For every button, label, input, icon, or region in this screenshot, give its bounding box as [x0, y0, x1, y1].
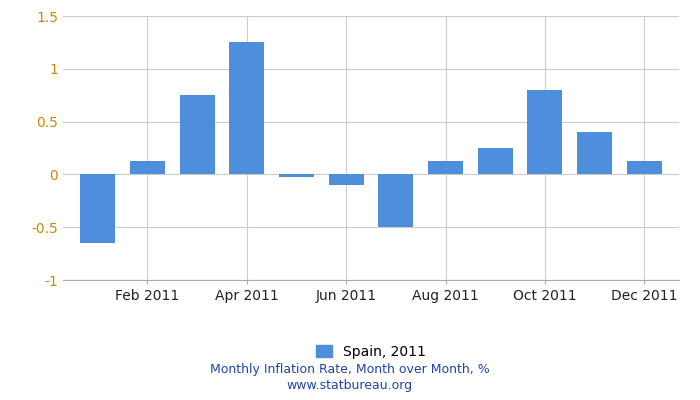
- Bar: [428, 161, 463, 174]
- Text: Monthly Inflation Rate, Month over Month, %: Monthly Inflation Rate, Month over Month…: [210, 364, 490, 376]
- Legend: Spain, 2011: Spain, 2011: [316, 345, 426, 359]
- Bar: [528, 90, 562, 174]
- Bar: [626, 161, 662, 174]
- Bar: [478, 148, 512, 174]
- Bar: [130, 161, 164, 174]
- Text: www.statbureau.org: www.statbureau.org: [287, 380, 413, 392]
- Bar: [80, 174, 116, 243]
- Bar: [578, 132, 612, 174]
- Bar: [329, 174, 363, 185]
- Bar: [379, 174, 413, 227]
- Bar: [279, 174, 314, 176]
- Bar: [180, 95, 214, 174]
- Bar: [230, 42, 264, 174]
